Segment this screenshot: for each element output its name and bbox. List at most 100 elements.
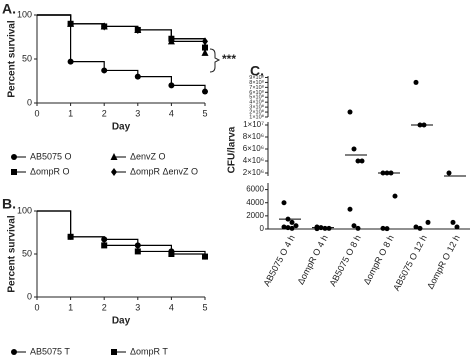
- y-tick-label: 6×10⁸: [249, 89, 264, 96]
- marker: [101, 242, 108, 249]
- dot: [289, 219, 295, 225]
- y-tick-label: 1×10⁷: [243, 120, 264, 129]
- y-tick-label: 2000: [246, 211, 264, 220]
- dot: [347, 109, 353, 115]
- dot: [380, 225, 386, 231]
- y-axis-label: Percent survival: [7, 215, 18, 292]
- y-tick-label: 0: [27, 291, 32, 301]
- marker: [67, 19, 74, 28]
- dot: [285, 225, 291, 231]
- marker: [67, 58, 74, 65]
- dot: [450, 219, 456, 225]
- dot: [446, 170, 452, 176]
- x-tick-label: 2: [102, 108, 107, 118]
- marker: [202, 37, 208, 46]
- dot: [454, 224, 460, 230]
- y-tick-label: 1×10⁸: [249, 113, 264, 120]
- x-axis-label: Day: [112, 316, 131, 327]
- y-tick-label: 4000: [246, 198, 264, 207]
- dot: [417, 225, 423, 231]
- dot: [289, 225, 295, 231]
- y-tick-label: 8×10⁶: [243, 132, 264, 141]
- y-tick-label: 5×10⁸: [249, 94, 264, 101]
- x-tick-label: AB5075 O 8 h: [327, 233, 362, 288]
- x-tick-label: ΔompR O 4 h: [295, 233, 329, 286]
- dot: [326, 225, 332, 231]
- marker: [201, 48, 209, 56]
- x-tick-label: 5: [202, 302, 207, 312]
- dot: [293, 223, 299, 229]
- x-tick-label: ΔompR O 12 h: [425, 233, 462, 290]
- y-tick-label: 4×10⁸: [249, 99, 264, 106]
- survival-line: [37, 14, 206, 42]
- y-tick-label: 3×10⁸: [249, 104, 264, 111]
- marker: [134, 73, 141, 80]
- x-tick-label: 4: [169, 108, 174, 118]
- x-tick-label: 4: [169, 302, 174, 312]
- legend-label: ΔompR T: [130, 346, 168, 356]
- x-tick-label: 3: [135, 302, 140, 312]
- y-tick-label: 2×10⁶: [243, 168, 264, 177]
- survival-line: [37, 14, 206, 48]
- marker: [168, 82, 175, 89]
- x-tick-label: 2: [102, 302, 107, 312]
- marker: [11, 154, 17, 160]
- marker: [11, 349, 17, 355]
- y-tick-label: 7×10⁸: [249, 84, 264, 91]
- legend-label: ΔenvZ O: [130, 151, 166, 161]
- legend-label: ΔompR O: [30, 166, 70, 176]
- y-tick-label: 0: [260, 224, 265, 233]
- y-tick-label: 4×10⁶: [243, 156, 264, 165]
- dot: [413, 224, 419, 230]
- x-axis-label: Day: [112, 122, 131, 133]
- legend-label: AB5075 T: [30, 346, 70, 356]
- x-tick-label: 5: [202, 108, 207, 118]
- marker: [168, 251, 175, 257]
- y-axis-label: CFU/larva: [227, 126, 238, 173]
- dot: [281, 224, 287, 230]
- marker: [101, 22, 108, 31]
- marker: [202, 253, 208, 260]
- dot: [281, 200, 287, 206]
- survival-line: [37, 14, 206, 53]
- y-tick-label: 9×10⁸: [249, 74, 264, 81]
- y-tick-label: 50: [22, 248, 32, 258]
- bracket: [209, 48, 221, 73]
- x-tick-label: 3: [135, 108, 140, 118]
- y-tick-label: 100: [17, 9, 32, 19]
- x-tick-label: 1: [68, 108, 73, 118]
- marker: [11, 169, 17, 175]
- y-tick-label: 2×10⁸: [249, 109, 264, 116]
- legend-label: ΔompR ΔenvZ O: [130, 166, 198, 176]
- legend-label: AB5075 O: [30, 151, 72, 161]
- marker: [111, 349, 117, 355]
- y-tick-label: 6000: [246, 185, 264, 194]
- annotation: ***: [222, 52, 236, 66]
- y-tick-label: 50: [22, 53, 32, 63]
- dot: [355, 225, 361, 231]
- survival-line: [37, 14, 206, 92]
- dot: [355, 158, 361, 164]
- dot: [392, 193, 398, 199]
- dot: [384, 226, 390, 232]
- dot: [351, 146, 357, 152]
- x-tick-label: AB5075 O 12 h: [391, 233, 429, 292]
- survival-line: [37, 210, 206, 257]
- x-tick-label: AB5075 O 4 h: [261, 233, 296, 288]
- marker: [110, 153, 118, 160]
- marker: [111, 168, 117, 176]
- dot: [314, 226, 320, 232]
- dot: [413, 79, 419, 85]
- x-tick-label: 0: [34, 108, 39, 118]
- panel-label: B.: [2, 196, 16, 212]
- marker: [202, 88, 208, 95]
- marker: [101, 67, 108, 74]
- dot: [351, 223, 357, 229]
- dot: [359, 158, 365, 164]
- survival-line: [37, 210, 206, 257]
- y-tick-label: 0: [27, 97, 32, 107]
- marker: [67, 233, 74, 240]
- x-tick-label: 1: [68, 302, 73, 312]
- panel-label: C.: [250, 63, 264, 79]
